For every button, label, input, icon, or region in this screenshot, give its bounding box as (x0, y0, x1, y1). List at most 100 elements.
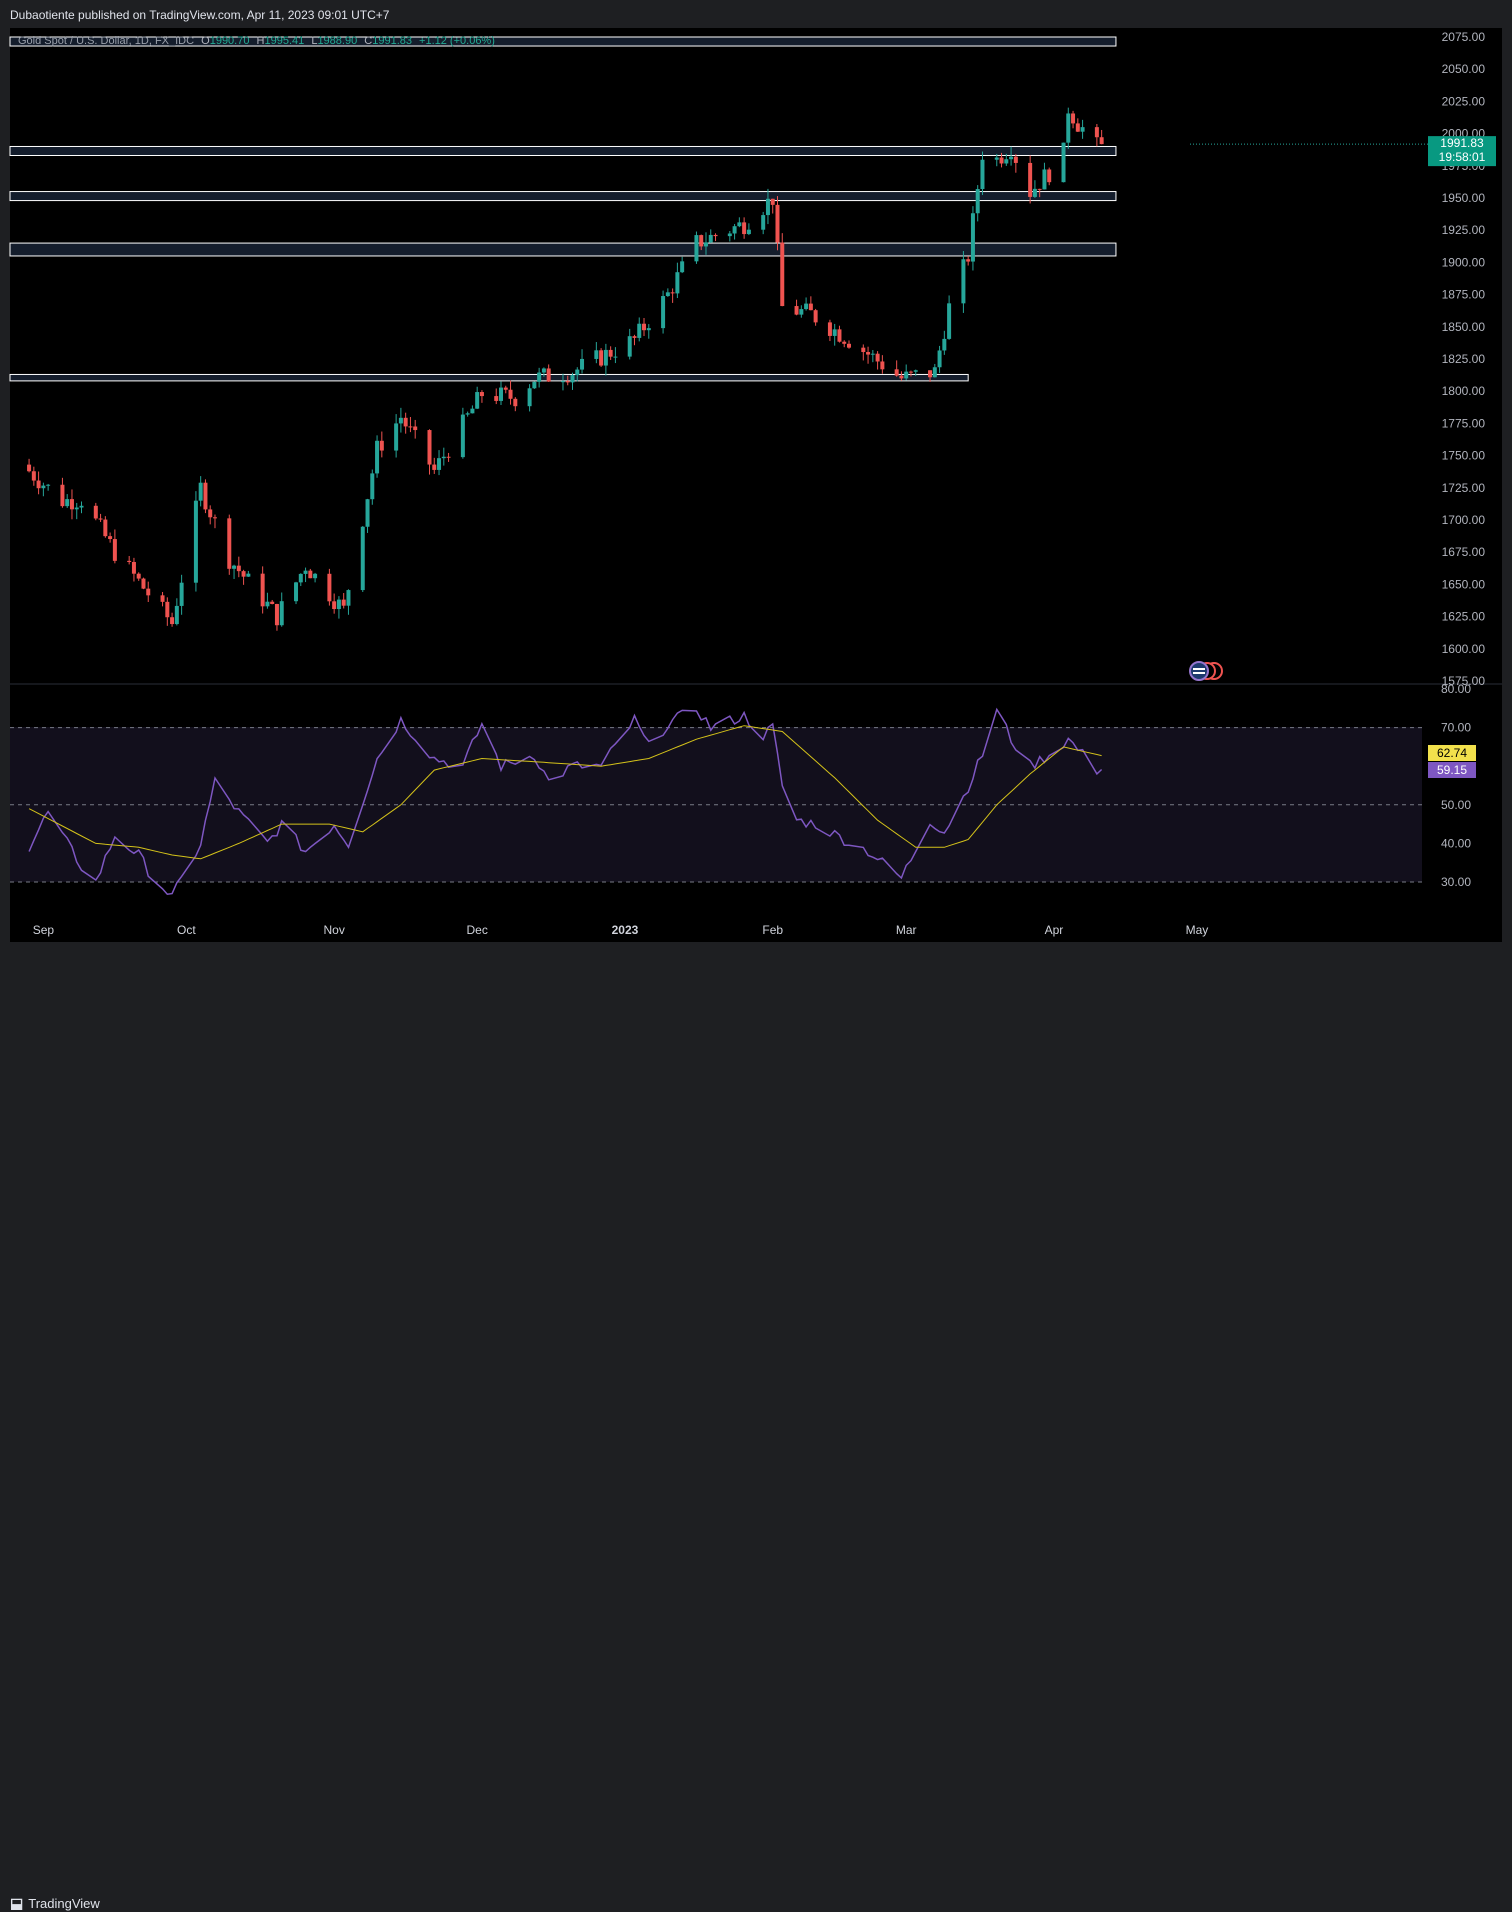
rsi-ma-value-tag: 62.74 (1428, 745, 1476, 761)
candle-body (394, 423, 399, 451)
candle-body (908, 371, 913, 373)
candle-body (375, 440, 380, 474)
candle-body (837, 329, 842, 342)
publisher-text: Dubaotiente published on TradingView.com… (10, 8, 390, 22)
candle-body (560, 381, 565, 383)
candle-body (508, 389, 513, 399)
candle-body (193, 500, 198, 583)
last-price-tag: 1991.83 19:58:01 (1428, 136, 1496, 167)
tradingview-logo[interactable]: ⬓ TradingView (10, 1895, 100, 1912)
candle-body (303, 570, 308, 574)
candle-body (861, 347, 866, 353)
candle-body (980, 159, 985, 190)
high-value: 1995.41 (264, 35, 305, 47)
time-tick-label: Oct (177, 923, 196, 937)
candle-body (165, 601, 170, 618)
candle-body (594, 350, 599, 359)
open-value: 1990.70 (209, 35, 250, 47)
candle-body (31, 471, 36, 481)
candle-body (460, 414, 465, 458)
sr-zone[interactable] (9, 145, 1117, 156)
candle-body (160, 595, 165, 602)
candle-body (112, 539, 117, 561)
candle-body (1042, 169, 1047, 190)
candle-body (999, 157, 1004, 164)
candle-body (93, 505, 98, 519)
candle-body (846, 343, 851, 348)
tradingview-logo-icon: ⬓ (10, 1895, 23, 1911)
rsi-ma-line (28, 725, 1102, 860)
candle-body (1061, 142, 1066, 183)
candle-body (441, 456, 446, 459)
candle-body (203, 482, 208, 510)
price-tick-label: 1600.00 (1442, 642, 1486, 656)
candle-body (294, 582, 299, 602)
time-tick-label: Dec (466, 923, 487, 937)
rsi-tick-label: 80.00 (1441, 682, 1471, 696)
candle-body (332, 601, 337, 610)
candle-body (446, 456, 451, 458)
time-tick-label: Sep (33, 923, 55, 937)
economic-events-icon[interactable] (1189, 661, 1223, 681)
time-tick-label: Feb (762, 923, 783, 937)
candle-body (360, 526, 365, 591)
candle-body (403, 417, 408, 427)
time-tick-label: Nov (323, 923, 344, 937)
candle-body (708, 234, 713, 243)
candle-body (732, 226, 737, 234)
candle-body (775, 204, 780, 243)
price-tick-label: 1750.00 (1442, 449, 1486, 463)
time-tick-label: 2023 (612, 923, 639, 937)
candle-body (241, 571, 246, 577)
price-tick-label: 1675.00 (1442, 545, 1486, 559)
candle-body (580, 358, 585, 370)
candle-body (65, 499, 70, 507)
candle-body (737, 222, 742, 227)
candle-body (670, 292, 675, 294)
price-tick-label: 1825.00 (1442, 352, 1486, 366)
close-label: C (364, 35, 373, 47)
price-tick-label: 1925.00 (1442, 223, 1486, 237)
candle-body (136, 573, 141, 579)
candle-body (761, 215, 766, 230)
sr-zone[interactable] (9, 36, 1117, 47)
price-tick-label: 1875.00 (1442, 288, 1486, 302)
candle-body (336, 599, 341, 610)
candle-body (170, 617, 175, 625)
candle-body (370, 473, 375, 500)
rsi-tick-label: 40.00 (1441, 836, 1471, 850)
candle-body (513, 398, 518, 407)
sr-zone[interactable] (9, 373, 969, 382)
candle-body (970, 213, 975, 262)
candle-body (703, 242, 708, 247)
sr-zone[interactable] (9, 191, 1117, 202)
candle-body (642, 323, 647, 331)
candle-body (174, 605, 179, 625)
candle-body (713, 234, 718, 237)
candle-body (141, 578, 146, 589)
symbol-legend: Gold Spot / U.S. Dollar, 1D, FX_IDC O199… (18, 35, 495, 47)
footer: ⬓ TradingView (0, 942, 1512, 1911)
candle-body (1066, 113, 1071, 143)
chart-svg[interactable]: 2075.002050.002025.002000.001975.001950.… (0, 0, 1512, 978)
candle-body (479, 392, 484, 397)
candle-body (870, 353, 875, 355)
candle-body (632, 336, 637, 338)
candle-body (41, 485, 46, 489)
candle-body (327, 573, 332, 602)
candle-body (408, 426, 413, 428)
candle-body (765, 198, 770, 216)
price-tick-label: 1725.00 (1442, 481, 1486, 495)
candle-body (565, 381, 570, 383)
candle-body (804, 303, 809, 310)
candle-body (942, 338, 947, 351)
low-label: L (311, 35, 318, 47)
rsi-value-tag: 59.15 (1428, 762, 1476, 778)
price-tick-label: 1800.00 (1442, 384, 1486, 398)
sr-zone[interactable] (9, 242, 1117, 257)
candle-body (947, 303, 952, 339)
price-tick-label: 1700.00 (1442, 513, 1486, 527)
candle-body (1028, 162, 1033, 197)
candle-body (427, 430, 432, 465)
candle-body (904, 371, 909, 379)
